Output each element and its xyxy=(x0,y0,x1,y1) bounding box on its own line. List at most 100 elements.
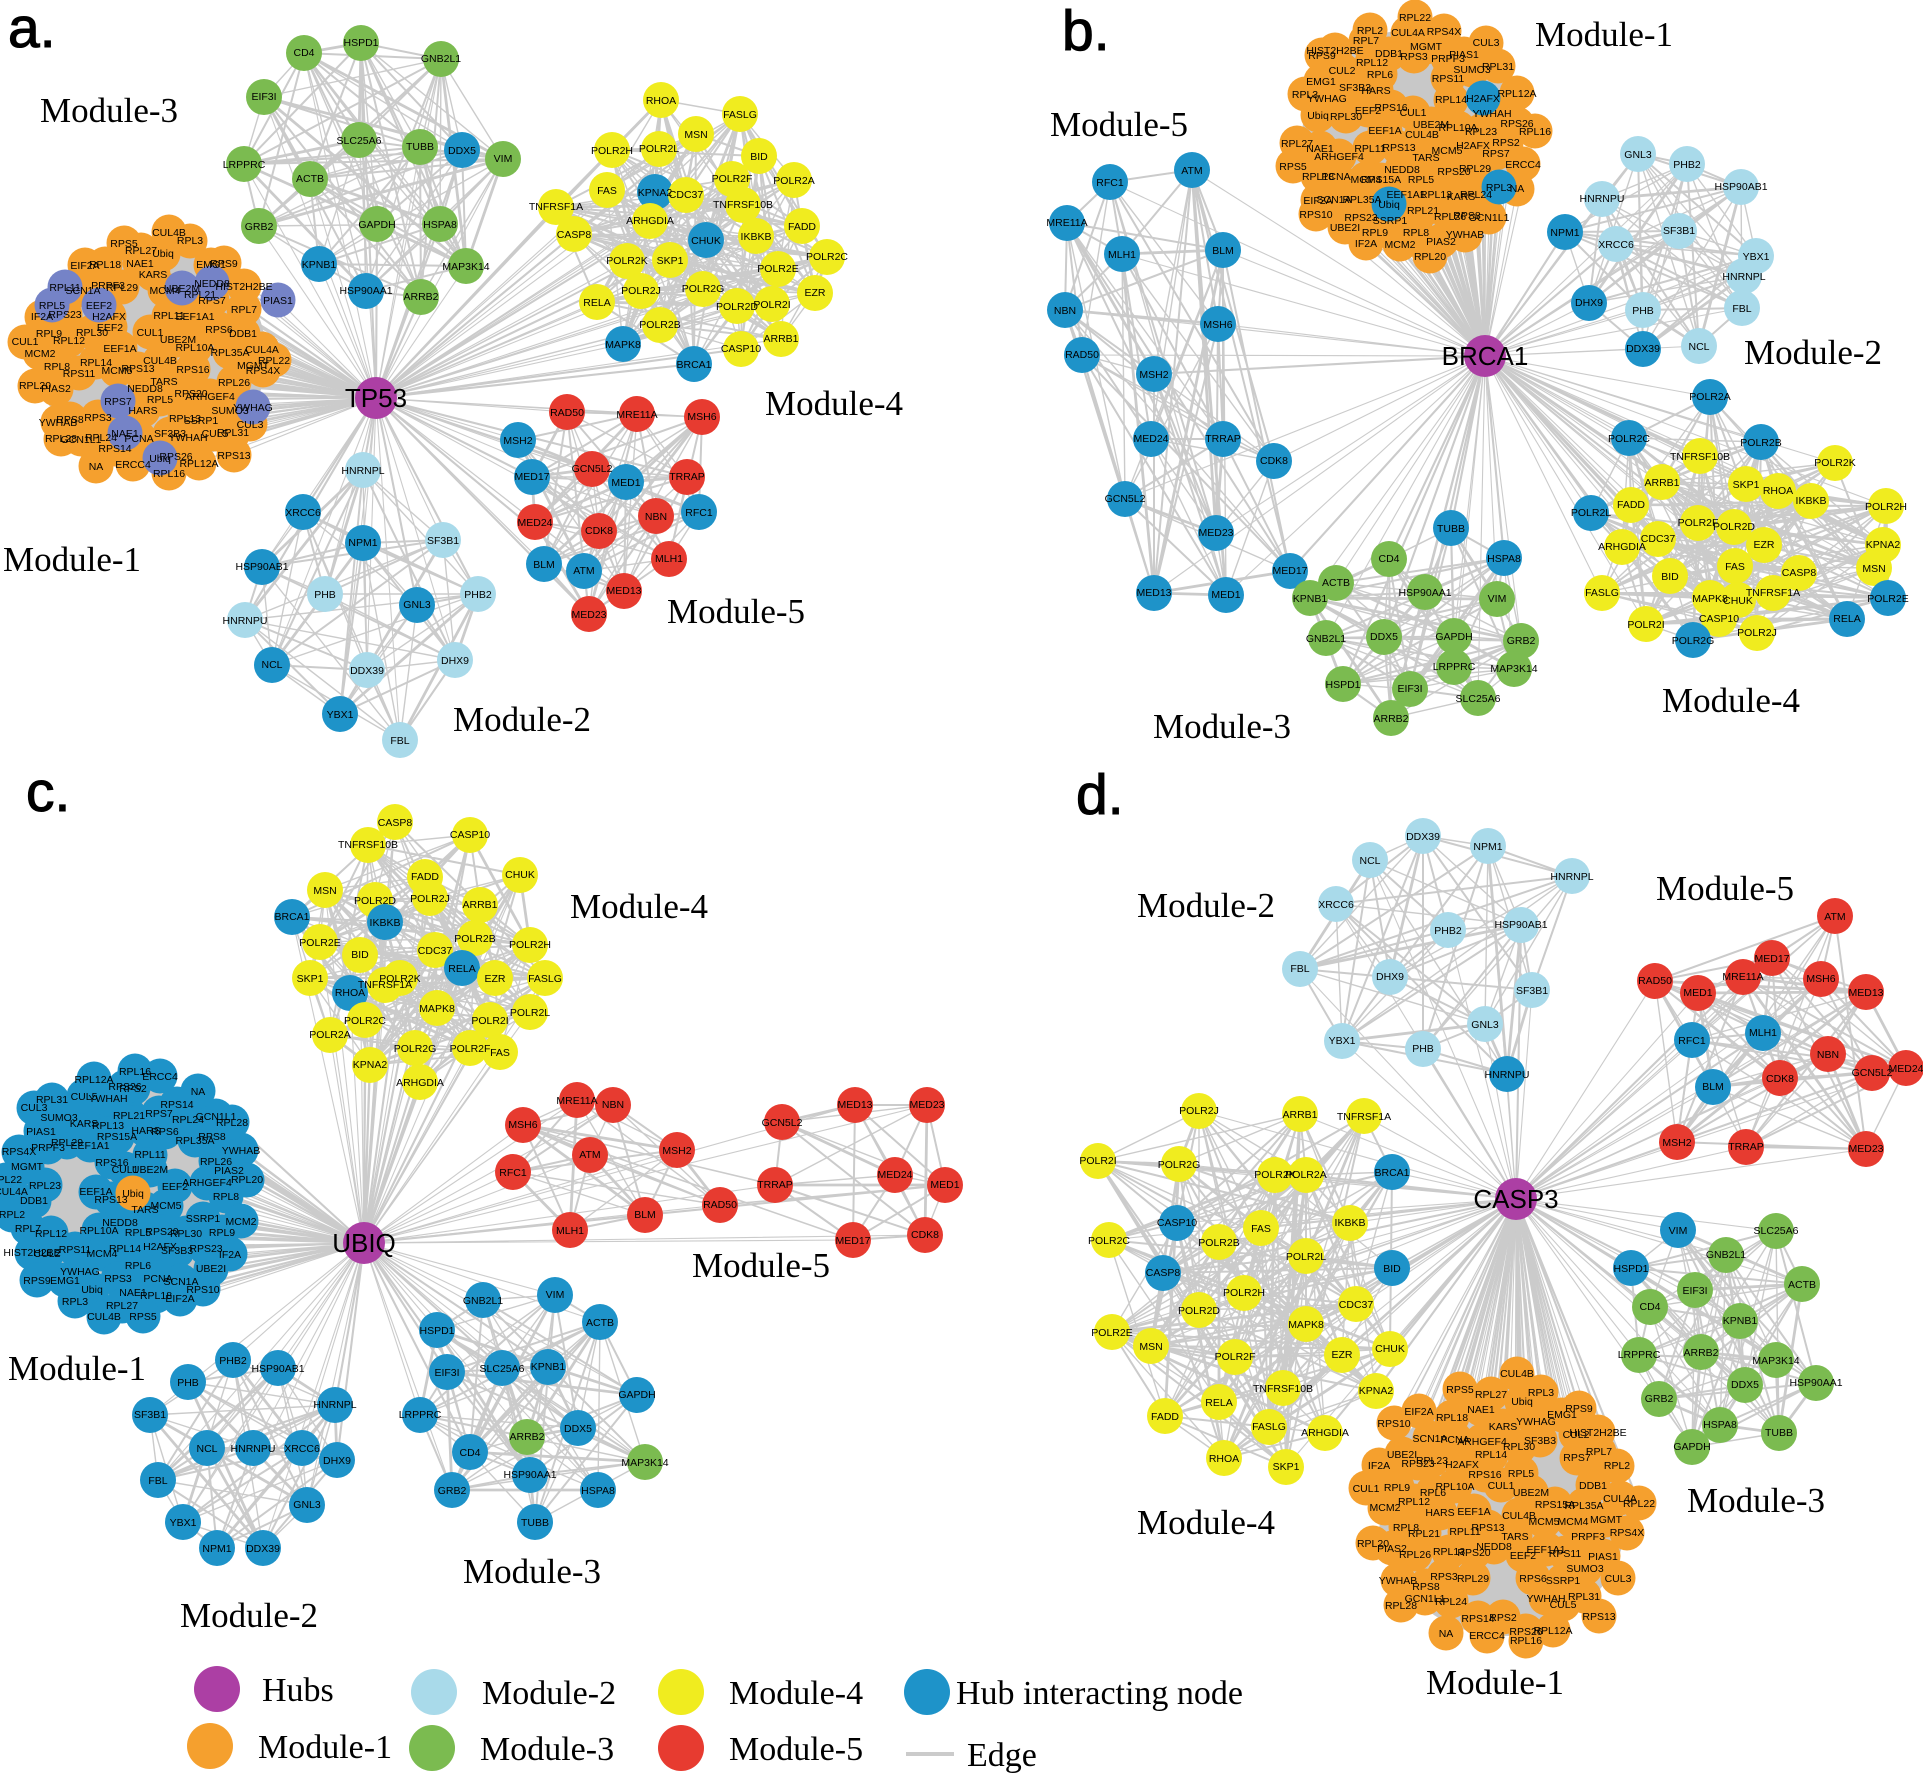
svg-text:RPL7: RPL7 xyxy=(1586,1446,1612,1458)
svg-text:RPL18: RPL18 xyxy=(140,1290,172,1302)
svg-text:DDX5: DDX5 xyxy=(564,1423,592,1435)
svg-text:MSH2: MSH2 xyxy=(1662,1137,1691,1149)
svg-text:CD4: CD4 xyxy=(459,1447,480,1459)
svg-text:IF2A: IF2A xyxy=(1368,1460,1390,1472)
svg-text:RPL12: RPL12 xyxy=(35,1228,67,1240)
svg-text:ARRB1: ARRB1 xyxy=(763,333,798,345)
svg-text:NBN: NBN xyxy=(1817,1049,1839,1061)
svg-text:GNL3: GNL3 xyxy=(1471,1019,1499,1031)
svg-text:MED17: MED17 xyxy=(1272,565,1307,577)
svg-text:RPS9: RPS9 xyxy=(1308,50,1336,62)
svg-text:TARS: TARS xyxy=(1412,152,1439,164)
svg-text:POLR2I: POLR2I xyxy=(753,299,790,311)
svg-text:YWHAB: YWHAB xyxy=(39,417,78,429)
svg-text:FAS: FAS xyxy=(490,1047,510,1059)
svg-text:ACTB: ACTB xyxy=(1788,1279,1816,1291)
svg-text:PHB: PHB xyxy=(177,1377,199,1389)
svg-text:LRPPRC: LRPPRC xyxy=(1433,661,1476,673)
svg-text:BLM: BLM xyxy=(634,1209,656,1221)
svg-text:GCN1L1: GCN1L1 xyxy=(1469,212,1510,224)
svg-text:POLR2I: POLR2I xyxy=(471,1015,508,1027)
svg-text:ARRB2: ARRB2 xyxy=(1683,1347,1718,1359)
svg-text:CDC37: CDC37 xyxy=(418,945,453,957)
svg-text:RPS4X: RPS4X xyxy=(1610,1527,1644,1539)
svg-text:HSPA8: HSPA8 xyxy=(581,1485,615,1497)
svg-text:Ubiq: Ubiq xyxy=(152,248,174,260)
svg-text:TUBB: TUBB xyxy=(521,1517,549,1529)
svg-text:GNL3: GNL3 xyxy=(1624,149,1652,161)
svg-text:b.: b. xyxy=(1062,0,1110,63)
svg-text:Module-3: Module-3 xyxy=(40,91,178,130)
svg-text:EIF2A: EIF2A xyxy=(1303,195,1332,207)
svg-text:MRE11A: MRE11A xyxy=(1722,971,1763,983)
svg-text:KPNB1: KPNB1 xyxy=(1723,1315,1758,1327)
svg-text:H2AFX: H2AFX xyxy=(92,311,126,323)
svg-text:RPL6: RPL6 xyxy=(1420,1487,1446,1499)
svg-text:EEF2: EEF2 xyxy=(1355,105,1381,117)
svg-text:NA: NA xyxy=(1510,183,1525,195)
svg-text:BRCA1: BRCA1 xyxy=(274,911,309,923)
svg-text:HSP90AB1: HSP90AB1 xyxy=(1494,919,1547,931)
svg-text:KARS: KARS xyxy=(139,269,168,281)
svg-text:RPL14: RPL14 xyxy=(109,1243,141,1255)
svg-text:RPS4X: RPS4X xyxy=(1427,26,1461,38)
svg-text:POLR2C: POLR2C xyxy=(806,251,848,263)
svg-text:MCM2: MCM2 xyxy=(226,1216,257,1228)
svg-text:RPS7: RPS7 xyxy=(145,1108,173,1120)
svg-text:POLR2D: POLR2D xyxy=(1713,521,1755,533)
svg-text:RPL31: RPL31 xyxy=(36,1094,68,1106)
svg-text:ACTB: ACTB xyxy=(296,173,324,185)
svg-text:RPS26: RPS26 xyxy=(1509,1626,1542,1638)
svg-text:SLC25A6: SLC25A6 xyxy=(1754,1225,1799,1237)
svg-text:POLR2B: POLR2B xyxy=(1198,1237,1239,1249)
svg-text:SF3B3: SF3B3 xyxy=(1524,1435,1556,1447)
svg-text:POLR2E: POLR2E xyxy=(1091,1327,1132,1339)
svg-text:RAD50: RAD50 xyxy=(1065,349,1099,361)
svg-text:NBN: NBN xyxy=(1054,305,1076,317)
svg-text:DDX5: DDX5 xyxy=(448,145,476,157)
svg-text:NPM1: NPM1 xyxy=(348,537,377,549)
svg-text:BLM: BLM xyxy=(1212,245,1234,257)
svg-text:EEF1A1: EEF1A1 xyxy=(70,1140,109,1152)
svg-text:Module-5: Module-5 xyxy=(1656,869,1794,908)
svg-text:DHX9: DHX9 xyxy=(1376,971,1404,983)
svg-text:RPL3: RPL3 xyxy=(1292,89,1318,101)
svg-text:RPL11: RPL11 xyxy=(153,310,184,322)
svg-text:VIM: VIM xyxy=(494,153,513,165)
svg-text:YWHAG: YWHAG xyxy=(1516,1416,1556,1428)
svg-text:HSP90AA1: HSP90AA1 xyxy=(339,285,392,297)
svg-text:SSRP1: SSRP1 xyxy=(184,415,219,427)
svg-text:RPS16: RPS16 xyxy=(1468,1469,1501,1481)
svg-text:PIAS1: PIAS1 xyxy=(1588,1551,1618,1563)
svg-text:SKP1: SKP1 xyxy=(297,973,324,985)
svg-text:RPL24: RPL24 xyxy=(1435,1596,1467,1608)
svg-text:NBN: NBN xyxy=(645,511,667,523)
svg-text:PRPF3: PRPF3 xyxy=(31,1142,65,1154)
svg-text:EZR: EZR xyxy=(1754,539,1775,551)
svg-text:YWHAH: YWHAH xyxy=(1526,1593,1565,1605)
svg-text:PHB2: PHB2 xyxy=(219,1355,247,1367)
svg-text:SUMO3: SUMO3 xyxy=(211,405,249,417)
svg-text:CDC37: CDC37 xyxy=(669,189,704,201)
svg-text:HIST2H2BE: HIST2H2BE xyxy=(3,1247,60,1259)
svg-text:ARHGEF4: ARHGEF4 xyxy=(1314,151,1364,163)
svg-text:RPL8: RPL8 xyxy=(1393,1522,1419,1534)
svg-text:RPS5: RPS5 xyxy=(1279,161,1307,173)
svg-text:EEF1A: EEF1A xyxy=(1368,125,1401,137)
svg-text:RPS13: RPS13 xyxy=(1471,1522,1504,1534)
svg-text:XRCC6: XRCC6 xyxy=(1598,239,1634,251)
svg-text:RPS26: RPS26 xyxy=(159,451,192,463)
svg-text:DDX5: DDX5 xyxy=(1370,631,1398,643)
svg-text:HSPA8: HSPA8 xyxy=(1487,553,1521,565)
svg-text:RELA: RELA xyxy=(583,297,610,309)
svg-text:RPS14: RPS14 xyxy=(160,1099,193,1111)
svg-text:CASP8: CASP8 xyxy=(1146,1267,1181,1279)
svg-text:FBL: FBL xyxy=(1732,303,1751,315)
svg-text:RPS23: RPS23 xyxy=(1401,1458,1434,1470)
svg-text:SCN1A: SCN1A xyxy=(1316,194,1351,206)
svg-text:RPL5: RPL5 xyxy=(147,394,173,406)
svg-text:RPS3: RPS3 xyxy=(1400,51,1428,63)
svg-text:CUL4A: CUL4A xyxy=(245,344,279,356)
svg-text:RPL29: RPL29 xyxy=(1457,1573,1489,1585)
svg-text:POLR2E: POLR2E xyxy=(1867,593,1908,605)
